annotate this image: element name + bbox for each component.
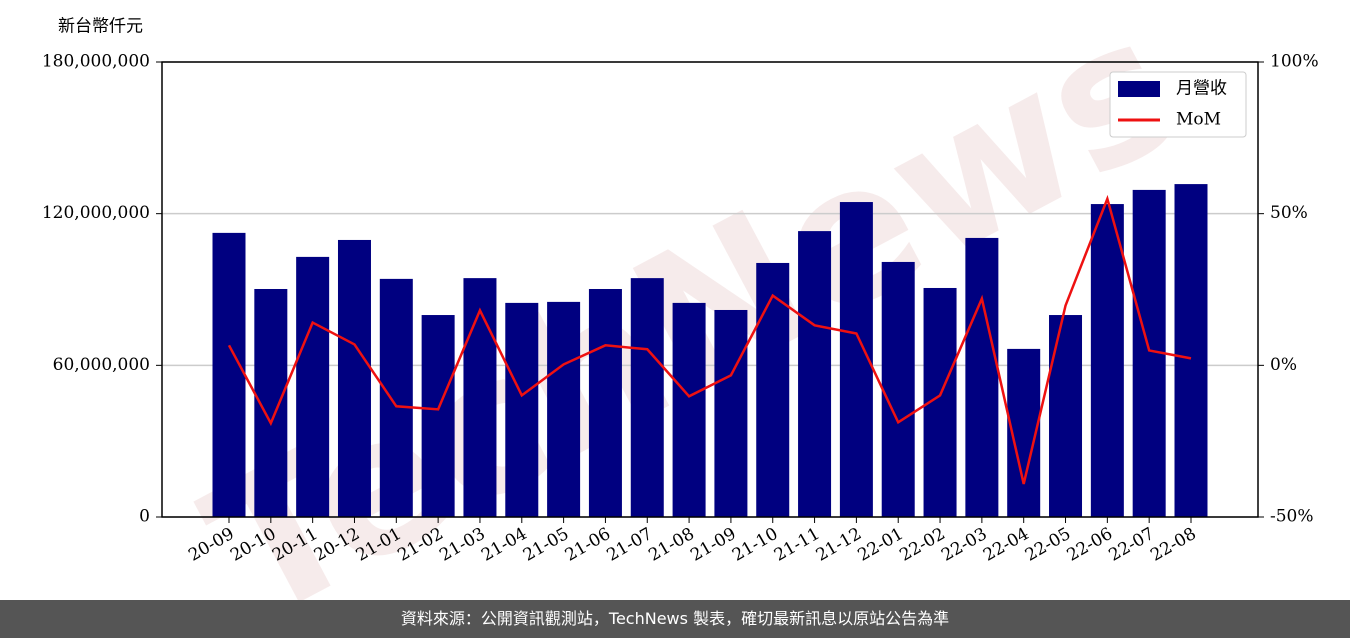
y-axis-label: 新台幣仟元: [58, 17, 143, 37]
x-tick-label: 22-06: [1064, 524, 1116, 566]
bar: [547, 301, 581, 517]
bar: [1174, 184, 1208, 517]
x-tick-label: 21-10: [729, 524, 781, 566]
x-tick-label: 21-12: [813, 524, 865, 566]
bar: [421, 315, 455, 517]
legend-label: 月營收: [1176, 79, 1227, 99]
line: [227, 194, 1192, 485]
y2-tick-label: 100%: [1270, 52, 1319, 72]
y-tick-label: 180,000,000: [42, 52, 150, 72]
legend-swatch: [1118, 81, 1160, 97]
y2-tick-label: 50%: [1270, 203, 1308, 223]
y-tick-label: 60,000,000: [53, 355, 150, 375]
bar: [588, 288, 622, 517]
y-tick-label: 0: [139, 507, 150, 527]
bar: [798, 231, 832, 517]
bar: [756, 262, 790, 517]
bar: [1049, 315, 1083, 517]
x-tick-label: 22-01: [855, 524, 907, 566]
x-tick-label: 22-02: [896, 524, 948, 566]
x-tick-label: 22-03: [938, 524, 990, 566]
legend-label: MoM: [1176, 110, 1221, 130]
bar: [1090, 204, 1124, 518]
bar: [463, 278, 497, 517]
x-tick-label: 22-04: [980, 524, 1032, 566]
bar: [212, 232, 246, 517]
bar: [296, 256, 330, 517]
bar: [337, 239, 371, 517]
x-tick-label: 22-05: [1022, 524, 1074, 566]
bar: [379, 278, 413, 517]
y-tick-label: 120,000,000: [42, 203, 150, 223]
bar: [881, 261, 915, 517]
x-tick-label: 22-07: [1105, 524, 1157, 566]
bar: [630, 278, 664, 517]
x-tick-label: 21-08: [645, 524, 697, 566]
x-tick-label: 21-11: [771, 524, 823, 566]
bar: [965, 237, 999, 517]
footer: 資料來源：公開資訊觀測站，TechNews 製表，確切最新訊息以原站公告為準: [0, 600, 1350, 638]
x-tick-label: 22-08: [1147, 524, 1199, 566]
y2-tick-label: -50%: [1270, 507, 1314, 527]
chart: 新台幣仟元 TechNews 060,000,000120,000,000180…: [42, 0, 1319, 638]
plot-frame: [161, 61, 1259, 518]
x-tick-label: 21-07: [604, 524, 656, 566]
x-tick-label: 21-06: [562, 524, 614, 566]
y2-tick-label: 0%: [1270, 355, 1297, 375]
bar: [672, 302, 706, 517]
bar: [714, 309, 748, 517]
bar: [505, 302, 539, 517]
x-tick-label: 21-09: [687, 524, 739, 566]
